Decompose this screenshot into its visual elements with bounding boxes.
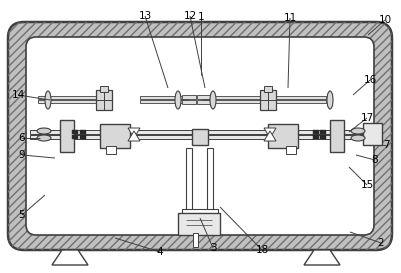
- Text: 11: 11: [283, 13, 296, 23]
- Polygon shape: [52, 250, 88, 265]
- Text: 8: 8: [371, 155, 377, 165]
- Polygon shape: [263, 128, 275, 138]
- Bar: [319, 130, 325, 134]
- Ellipse shape: [350, 128, 364, 134]
- Bar: [273, 96, 325, 99]
- Ellipse shape: [37, 135, 51, 141]
- Bar: [296, 130, 370, 134]
- Ellipse shape: [350, 135, 364, 141]
- Polygon shape: [128, 128, 140, 138]
- Text: 17: 17: [359, 113, 373, 123]
- Bar: [72, 135, 78, 139]
- Bar: [38, 96, 96, 99]
- Bar: [263, 86, 271, 92]
- Bar: [30, 130, 106, 134]
- Bar: [140, 96, 188, 99]
- Bar: [312, 130, 318, 134]
- Text: 12: 12: [183, 11, 196, 21]
- FancyBboxPatch shape: [26, 37, 373, 235]
- Bar: [319, 135, 325, 139]
- Ellipse shape: [326, 91, 332, 109]
- Bar: [80, 135, 86, 139]
- Polygon shape: [263, 131, 275, 141]
- Bar: [273, 100, 325, 103]
- Text: 1: 1: [197, 12, 204, 22]
- Text: 15: 15: [359, 180, 373, 190]
- FancyBboxPatch shape: [8, 22, 391, 250]
- Text: 5: 5: [18, 210, 25, 220]
- Bar: [192, 233, 198, 247]
- Bar: [259, 90, 275, 110]
- Bar: [329, 120, 343, 152]
- Ellipse shape: [174, 91, 180, 109]
- Bar: [196, 100, 213, 104]
- Bar: [100, 124, 130, 148]
- Bar: [80, 130, 86, 134]
- Bar: [203, 135, 269, 139]
- Bar: [201, 96, 259, 99]
- Text: 18: 18: [255, 245, 268, 255]
- Bar: [140, 100, 188, 103]
- Bar: [182, 209, 217, 215]
- Bar: [96, 90, 112, 110]
- Text: 3: 3: [209, 243, 216, 253]
- Ellipse shape: [209, 91, 215, 109]
- Bar: [203, 130, 269, 134]
- Text: 16: 16: [363, 75, 376, 85]
- Bar: [72, 130, 78, 134]
- Bar: [178, 213, 219, 235]
- Bar: [196, 95, 213, 99]
- Text: 4: 4: [156, 247, 163, 257]
- Bar: [30, 135, 106, 139]
- Bar: [296, 135, 370, 139]
- Text: 9: 9: [18, 150, 25, 160]
- Bar: [128, 130, 194, 134]
- Bar: [267, 124, 297, 148]
- Bar: [312, 135, 318, 139]
- Bar: [182, 100, 196, 104]
- Bar: [362, 123, 381, 145]
- Text: 2: 2: [377, 238, 383, 248]
- Bar: [186, 148, 192, 213]
- Bar: [201, 100, 259, 103]
- Text: 14: 14: [11, 90, 24, 100]
- Text: 13: 13: [138, 11, 151, 21]
- Bar: [60, 120, 74, 152]
- Bar: [285, 146, 295, 154]
- Bar: [106, 146, 116, 154]
- Text: 6: 6: [18, 133, 25, 143]
- Bar: [182, 95, 196, 99]
- Text: 7: 7: [382, 140, 388, 150]
- Ellipse shape: [37, 128, 51, 134]
- Bar: [207, 148, 213, 213]
- Bar: [192, 129, 207, 145]
- Bar: [38, 100, 96, 103]
- Bar: [100, 86, 108, 92]
- Polygon shape: [128, 131, 140, 141]
- Bar: [128, 135, 194, 139]
- Ellipse shape: [45, 91, 51, 109]
- Text: 10: 10: [377, 15, 391, 25]
- Polygon shape: [303, 250, 339, 265]
